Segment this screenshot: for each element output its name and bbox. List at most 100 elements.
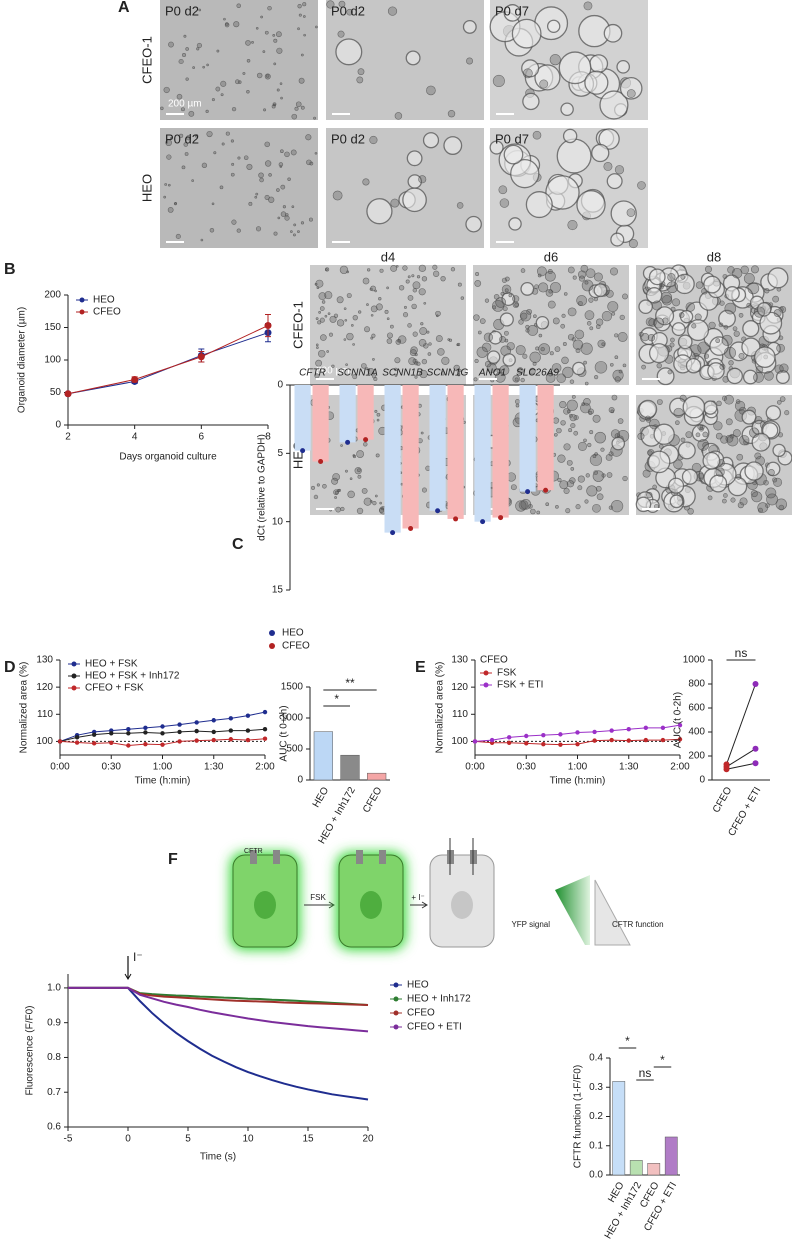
organoid	[394, 367, 398, 372]
organoid	[173, 202, 177, 206]
organoid	[594, 431, 606, 444]
organoid	[165, 139, 172, 147]
organoid	[626, 89, 636, 98]
organoid	[246, 163, 253, 170]
organoid	[356, 507, 364, 515]
y-tick-label: 0.1	[589, 1140, 603, 1151]
organoid	[293, 233, 296, 237]
organoid	[668, 477, 685, 494]
organoid	[778, 504, 785, 511]
x-tick-label: 0:30	[102, 762, 122, 773]
data-point	[643, 737, 649, 743]
data-point	[126, 731, 131, 736]
organoid	[407, 323, 412, 328]
significance-label: ns	[639, 1066, 652, 1080]
x-tick-label: 1:30	[204, 762, 224, 773]
organoid	[577, 475, 585, 483]
y-tick-label: 0.3	[589, 1082, 603, 1093]
organoid	[586, 321, 592, 326]
organoid	[724, 286, 740, 302]
data-point	[197, 353, 205, 361]
organoid	[567, 307, 577, 317]
organoid	[395, 264, 399, 268]
organoid	[503, 144, 524, 165]
organoid	[416, 275, 421, 279]
organoid	[280, 184, 286, 190]
organoid	[724, 302, 737, 315]
organoid	[164, 183, 168, 186]
organoid	[722, 498, 727, 504]
organoid	[390, 324, 394, 329]
bar	[612, 1081, 626, 1176]
organoid	[279, 82, 283, 85]
category-label: SCNN1B	[382, 368, 423, 379]
organoid	[167, 206, 174, 213]
organoid	[554, 346, 561, 353]
organoid	[364, 326, 371, 333]
y-tick-label: 0.8	[47, 1052, 61, 1063]
legend-marker	[71, 661, 77, 667]
legend-marker	[269, 643, 275, 649]
organoid	[734, 400, 746, 412]
organoid	[647, 450, 653, 456]
organoid	[335, 38, 363, 66]
organoid	[738, 352, 745, 359]
organoid	[674, 273, 695, 295]
data-point	[109, 731, 114, 736]
y-tick-label: 600	[688, 703, 705, 714]
organoid	[603, 161, 613, 171]
organoid	[211, 98, 215, 102]
organoid	[356, 76, 364, 84]
organoid	[647, 334, 656, 342]
data-point	[126, 727, 131, 732]
organoid	[628, 239, 638, 249]
organoid	[709, 336, 729, 356]
organoid	[352, 315, 358, 321]
significance-label: *	[660, 1053, 665, 1067]
x-tick-label: 20	[362, 1134, 374, 1145]
organoid	[767, 267, 789, 289]
organoid	[285, 213, 289, 217]
organoid	[309, 161, 314, 166]
organoid	[354, 467, 362, 475]
y-tick-label: 130	[36, 655, 53, 666]
significance-label: *	[334, 692, 339, 706]
y-tick-label: 200	[44, 290, 61, 301]
organoid	[196, 47, 200, 51]
organoid	[637, 432, 645, 440]
organoid	[302, 2, 307, 7]
organoid	[538, 333, 543, 338]
organoid	[520, 312, 528, 320]
organoid	[515, 345, 526, 356]
organoid	[645, 415, 651, 422]
y-tick-label: 0.0	[589, 1170, 603, 1181]
organoid	[584, 310, 595, 321]
organoid	[646, 491, 653, 499]
channel	[250, 850, 257, 864]
bar	[294, 385, 311, 451]
legend-label: HEO + Inh172	[407, 994, 471, 1005]
data-point	[160, 731, 165, 736]
organoid	[483, 332, 494, 342]
organoid	[215, 86, 221, 92]
organoid	[163, 86, 170, 94]
organoid	[694, 313, 702, 321]
organoid	[243, 155, 249, 161]
legend-title: CFEO	[480, 655, 508, 666]
organoid	[528, 504, 533, 509]
organoid	[185, 47, 189, 51]
organoid	[520, 281, 535, 296]
organoid	[667, 369, 673, 375]
x-tick-label: 4	[132, 432, 138, 443]
organoid	[313, 494, 319, 500]
organoid	[338, 0, 346, 8]
organoid	[298, 13, 302, 17]
organoid	[264, 73, 271, 80]
organoid	[450, 267, 456, 272]
organoid	[418, 264, 426, 272]
organoid	[276, 88, 280, 92]
organoid	[386, 338, 393, 344]
nucleus	[360, 891, 382, 919]
organoid	[371, 333, 376, 338]
organoid	[275, 31, 282, 38]
